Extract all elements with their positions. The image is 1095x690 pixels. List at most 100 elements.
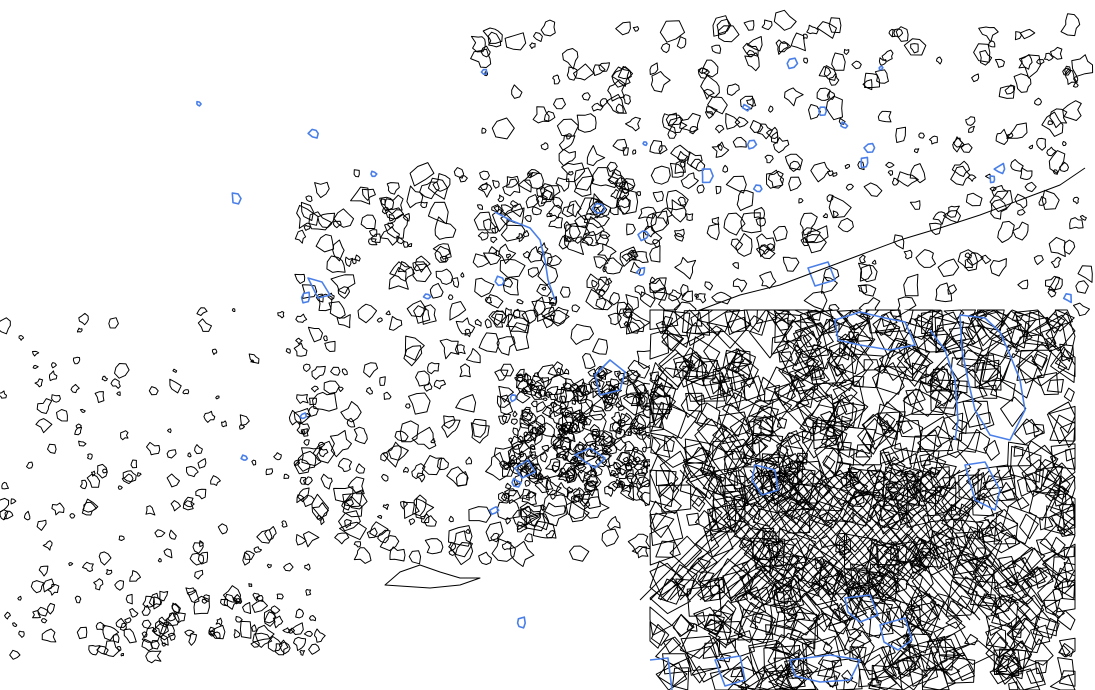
boundary-shape [369,229,378,237]
boundary-shape [476,204,483,210]
boundary-shape [385,310,391,316]
boundary-shape [725,113,741,130]
boundary-shape [379,535,400,552]
boundary-shape [690,312,703,327]
boundary-shape [724,309,752,336]
boundary-shape [983,439,1000,461]
boundary-shape [82,498,99,513]
boundary-shape [735,442,761,466]
boundary-shape [434,245,451,263]
boundary-shape [838,549,853,562]
boundary-shape [403,501,420,519]
boundary-shape [504,32,527,51]
boundary-shape [530,400,538,408]
boundary-shape [667,129,677,139]
boundary-shape [903,249,913,260]
boundary-shape [40,618,48,624]
boundary-shape [94,391,105,403]
river-feature [494,211,556,301]
boundary-shape [283,562,294,572]
boundary-shape [212,631,221,639]
boundary-shape [863,182,883,197]
boundary-shape [187,589,200,604]
boundary-shape [746,139,758,150]
boundary-shape [121,473,134,485]
boundary-shape [412,263,432,283]
boundary-shape [500,492,510,502]
boundary-shape [76,626,88,640]
boundary-shape [649,578,691,615]
boundary-shape [861,431,876,452]
boundary-shape [632,451,647,466]
boundary-shape [747,315,764,333]
boundary-shape [370,170,378,178]
boundary-shape [573,167,595,191]
boundary-shape [754,456,781,478]
boundary-shape [754,615,772,634]
grid-street [909,469,1041,621]
boundary-shape [583,207,610,229]
boundary-shape [615,401,622,408]
boundary-shape [749,642,790,680]
boundary-shape [966,429,991,454]
boundary-shape [484,297,492,304]
boundary-shape [527,169,540,178]
boundary-shape [737,617,759,643]
boundary-shape [819,361,844,387]
boundary-shape [897,329,922,370]
boundary-shape [505,482,512,489]
boundary-shape [165,612,180,626]
boundary-shape [540,142,549,151]
boundary-shape [713,558,754,602]
boundary-shape [788,648,807,669]
boundary-shape [690,374,726,402]
boundary-shape [622,456,629,463]
boundary-shape [545,479,562,496]
boundary-shape [300,291,311,304]
boundary-shape [780,603,806,623]
boundary-shape [622,94,631,105]
boundary-shape [545,458,561,473]
boundary-shape [725,175,747,194]
boundary-shape [592,167,619,189]
boundary-shape [564,222,581,242]
boundary-shape [838,117,846,125]
boundary-shape [558,148,576,167]
boundary-shape [864,72,880,88]
boundary-shape [773,137,790,154]
boundary-shape [768,170,784,189]
boundary-shape [192,542,204,554]
boundary-shape [505,309,530,332]
boundary-shape [734,116,749,128]
boundary-shape [989,190,1013,213]
boundary-shape [678,359,692,374]
boundary-shape [712,15,730,37]
boundary-shape [686,151,703,170]
boundary-shape [701,59,719,78]
boundary-shape [995,594,1014,615]
boundary-shape [682,347,702,371]
boundary-shape [692,447,711,463]
boundary-shape [621,253,633,262]
boundary-shape [857,161,865,171]
boundary-shape [917,429,942,456]
boundary-shape [945,616,963,629]
boundary-shape [598,62,610,72]
boundary-shape [201,598,208,604]
boundary-shape [682,453,715,479]
boundary-shape [593,372,604,382]
boundary-shape [1017,440,1059,490]
boundary-shape [215,395,220,400]
boundary-shape [662,653,692,675]
boundary-shape [860,284,877,297]
boundary-shape [895,645,921,679]
boundary-shape [605,277,613,286]
boundary-shape [182,496,194,511]
boundary-shape [416,472,426,483]
boundary-shape [878,401,903,434]
boundary-shape [1053,475,1071,493]
boundary-shape [775,611,798,629]
boundary-shape [780,339,803,367]
boundary-shape [623,392,643,405]
boundary-shape [1047,289,1057,298]
